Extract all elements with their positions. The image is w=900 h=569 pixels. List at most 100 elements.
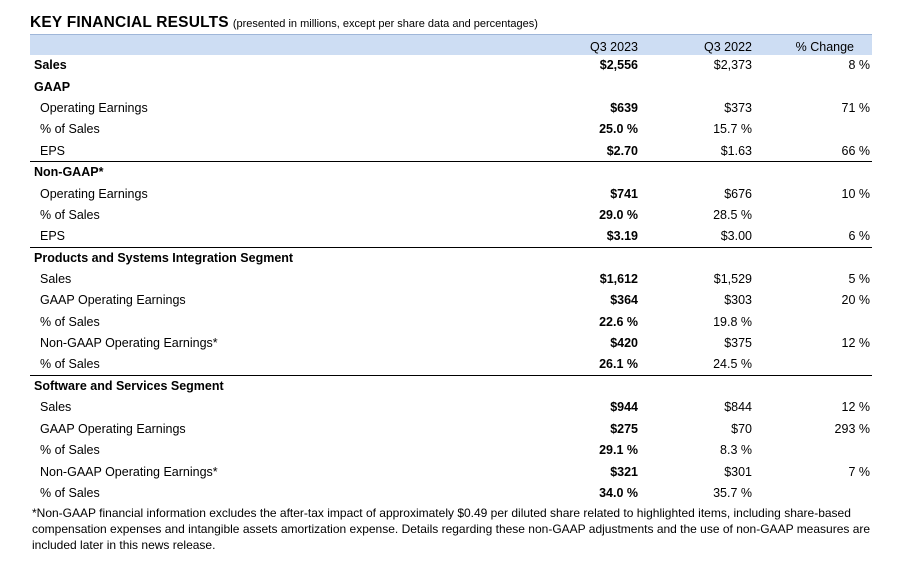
prior-value: $3.00 [720,229,752,244]
row-label: % of Sales [40,357,100,372]
current-value: $741 [610,186,638,201]
prior-value: $1,529 [713,272,752,287]
change-value: 20 % [841,293,871,308]
column-header-current: Q3 2023 [590,39,638,54]
change-value [758,440,872,461]
prior-value [650,246,758,269]
row-label: Sales [34,58,67,73]
table-row: % of Sales 34.0 % 35.7 % [30,482,872,503]
row-label: % of Sales [40,486,100,500]
table-header-row: Q3 2023 Q3 2022 % Change [30,34,872,55]
prior-value: 24.5 % [713,357,752,372]
row-label: Sales [40,272,72,287]
change-value: 71 % [841,100,871,115]
table-row: % of Sales 22.6 % 19.8 % [30,311,872,332]
row-label: % of Sales [40,443,100,458]
current-value: 26.1 % [599,357,638,372]
prior-value: $375 [724,336,752,351]
change-value: 7 % [848,464,870,479]
change-value [758,119,872,140]
column-header-prior: Q3 2022 [704,39,752,54]
prior-value: 19.8 % [713,314,752,329]
current-value: 34.0 % [599,486,638,500]
page-title: KEY FINANCIAL RESULTS [30,14,229,31]
change-value: 8 % [848,58,870,73]
row-label: Operating Earnings [40,186,148,201]
current-value: 22.6 % [599,314,638,329]
prior-value [650,160,758,183]
results-table: Q3 2023 Q3 2022 % Change Sales $2,556 $2,3… [30,34,872,504]
prior-value: $676 [724,186,752,201]
row-label: EPS [40,229,66,244]
prior-value: 15.7 % [713,122,752,137]
row-label: Operating Earnings [40,100,148,115]
current-value: 29.1 % [599,443,638,458]
current-value [552,160,650,183]
row-label: GAAP [34,79,71,94]
prior-value: $70 [731,421,752,436]
table-row: % of Sales 29.1 % 8.3 % [30,440,872,461]
change-value [758,76,872,97]
current-value: $639 [610,100,638,115]
change-value: 10 % [841,186,871,201]
prior-value: 35.7 % [713,486,752,500]
change-value: 12 % [841,400,871,415]
table-row: Operating Earnings $741 $676 10 % [30,183,872,204]
prior-value: 28.5 % [713,207,752,222]
financial-results-panel: KEY FINANCIAL RESULTS (presented in milli… [30,12,872,553]
row-label: Non-GAAP Operating Earnings* [40,336,218,351]
section-row: Sales $2,556 $2,373 8 % [30,55,872,76]
table-row: Non-GAAP Operating Earnings* $420 $375 12 % [30,333,872,354]
prior-value: $373 [724,100,752,115]
prior-value: 8.3 % [720,443,752,458]
change-value: 6 % [848,229,870,244]
column-header-change: % Change [795,39,854,54]
footnote: *Non-GAAP financial information excludes… [32,505,871,552]
section-row: Non-GAAP* [30,160,872,183]
section-row: GAAP [30,76,872,97]
row-label: Sales [40,400,72,415]
current-value: 25.0 % [599,122,638,137]
current-value [552,374,650,397]
prior-value: $2,373 [713,58,752,73]
row-label: GAAP Operating Earnings [40,293,186,308]
table-row: Non-GAAP Operating Earnings* $321 $301 7 % [30,461,872,482]
table-row: Sales $1,612 $1,529 5 % [30,268,872,289]
prior-value: $303 [724,293,752,308]
table-row: GAAP Operating Earnings $275 $70 293 % [30,418,872,439]
header-label-cell [30,35,552,55]
table-row: GAAP Operating Earnings $364 $303 20 % [30,290,872,311]
current-value: $944 [610,400,638,415]
row-label: Software and Services Segment [30,374,552,397]
change-value: 12 % [841,336,871,351]
current-value: $420 [610,336,638,351]
prior-value: $1.63 [720,143,752,158]
current-value [552,76,650,97]
row-label: Non-GAAP Operating Earnings* [40,464,218,479]
section-row: Software and Services Segment [30,374,872,397]
change-value [758,160,872,183]
current-value: $275 [610,421,638,436]
table-row: Operating Earnings $639 $373 71 % [30,97,872,118]
table-row: % of Sales 29.0 % 28.5 % [30,204,872,225]
row-label: % of Sales [40,122,100,137]
table-row: % of Sales 26.1 % 24.5 % [30,354,872,375]
prior-value [650,76,758,97]
prior-value: $301 [724,464,752,479]
prior-value: $844 [724,400,752,415]
change-value [758,374,872,397]
change-value [758,246,872,269]
current-value: $321 [610,464,638,479]
change-value: 5 % [848,272,870,287]
section-row: Products and Systems Integration Segment [30,246,872,269]
row-label: % of Sales [40,314,100,329]
row-label: GAAP Operating Earnings [40,421,186,436]
current-value: $2.70 [606,143,638,158]
row-label: % of Sales [40,207,100,222]
current-value: $2,556 [599,58,638,73]
page-subtitle: (presented in millions, except per share… [232,18,538,30]
change-value [758,482,872,503]
current-value: 29.0 % [599,207,638,222]
change-value: 66 % [841,143,871,158]
change-value [758,311,872,332]
